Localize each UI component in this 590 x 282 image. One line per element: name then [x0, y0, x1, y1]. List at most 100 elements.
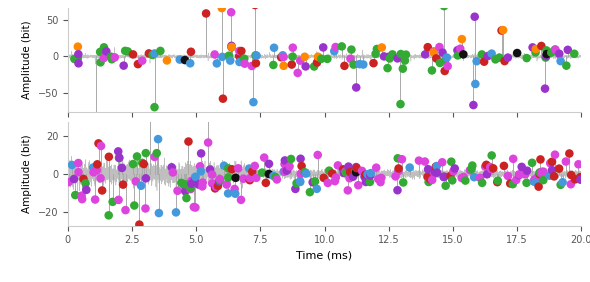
- Point: [74, 170, 83, 175]
- Point: [225, 58, 235, 63]
- Point: [135, 222, 144, 227]
- Point: [104, 213, 113, 218]
- Point: [319, 176, 329, 180]
- Point: [530, 177, 539, 182]
- Point: [398, 67, 408, 71]
- Point: [88, 170, 98, 175]
- Point: [535, 172, 545, 176]
- Point: [373, 177, 383, 181]
- Point: [312, 60, 322, 65]
- Point: [555, 52, 564, 56]
- Point: [550, 47, 560, 52]
- Point: [440, 69, 450, 73]
- Point: [77, 197, 87, 201]
- Point: [272, 177, 281, 182]
- Point: [432, 56, 441, 61]
- Point: [91, 170, 101, 175]
- Point: [301, 171, 311, 176]
- Point: [252, 53, 261, 58]
- Y-axis label: Amplitude (bit): Amplitude (bit): [22, 135, 32, 213]
- Point: [514, 172, 524, 177]
- Point: [358, 169, 367, 173]
- Point: [74, 52, 83, 56]
- Point: [71, 193, 80, 197]
- Point: [148, 53, 158, 57]
- Point: [96, 176, 105, 180]
- Point: [279, 55, 289, 59]
- Point: [292, 181, 301, 186]
- Point: [425, 177, 435, 182]
- Point: [144, 51, 153, 56]
- Point: [491, 57, 500, 62]
- Point: [391, 174, 401, 179]
- Point: [121, 208, 130, 212]
- Point: [235, 49, 244, 53]
- Point: [237, 49, 246, 53]
- Point: [67, 163, 77, 167]
- Point: [467, 167, 476, 171]
- Point: [81, 188, 91, 192]
- Point: [219, 164, 229, 168]
- Point: [347, 47, 356, 52]
- Point: [123, 49, 133, 54]
- Point: [539, 169, 548, 174]
- Point: [438, 160, 447, 164]
- Point: [537, 172, 546, 176]
- Point: [540, 86, 550, 91]
- Point: [522, 168, 532, 173]
- Point: [217, 6, 227, 10]
- Point: [537, 44, 546, 48]
- Point: [355, 62, 364, 66]
- Point: [346, 56, 355, 61]
- Point: [279, 63, 289, 68]
- Point: [508, 182, 517, 186]
- Point: [218, 55, 227, 59]
- Point: [168, 170, 178, 175]
- Point: [423, 45, 432, 49]
- Point: [280, 162, 289, 166]
- Point: [239, 177, 248, 181]
- Point: [282, 168, 291, 173]
- Point: [150, 155, 159, 159]
- Point: [393, 56, 402, 61]
- Point: [119, 63, 129, 68]
- Point: [423, 175, 432, 179]
- Point: [345, 170, 355, 174]
- Point: [497, 28, 506, 33]
- Point: [271, 175, 280, 179]
- Point: [539, 178, 548, 182]
- Point: [435, 61, 445, 65]
- Point: [186, 179, 196, 183]
- Point: [556, 59, 565, 63]
- Point: [453, 53, 463, 58]
- Point: [231, 191, 240, 196]
- Point: [191, 205, 200, 210]
- Point: [482, 172, 491, 177]
- Point: [558, 180, 568, 184]
- Point: [344, 164, 353, 169]
- Point: [195, 164, 205, 169]
- Point: [430, 170, 440, 174]
- Point: [472, 59, 481, 63]
- Point: [534, 174, 543, 178]
- Point: [549, 174, 559, 179]
- Point: [440, 174, 449, 179]
- Point: [331, 175, 340, 180]
- Point: [503, 55, 513, 60]
- Point: [173, 189, 182, 193]
- Point: [548, 160, 557, 164]
- Point: [397, 157, 407, 162]
- Point: [548, 168, 557, 172]
- Point: [359, 62, 368, 67]
- Point: [513, 51, 522, 55]
- Point: [296, 58, 305, 63]
- Point: [376, 180, 385, 184]
- Point: [269, 45, 278, 50]
- Point: [372, 47, 382, 51]
- Point: [120, 49, 130, 53]
- Point: [96, 144, 106, 148]
- Point: [317, 56, 326, 61]
- Point: [264, 172, 274, 176]
- Point: [536, 157, 545, 162]
- Point: [489, 166, 498, 171]
